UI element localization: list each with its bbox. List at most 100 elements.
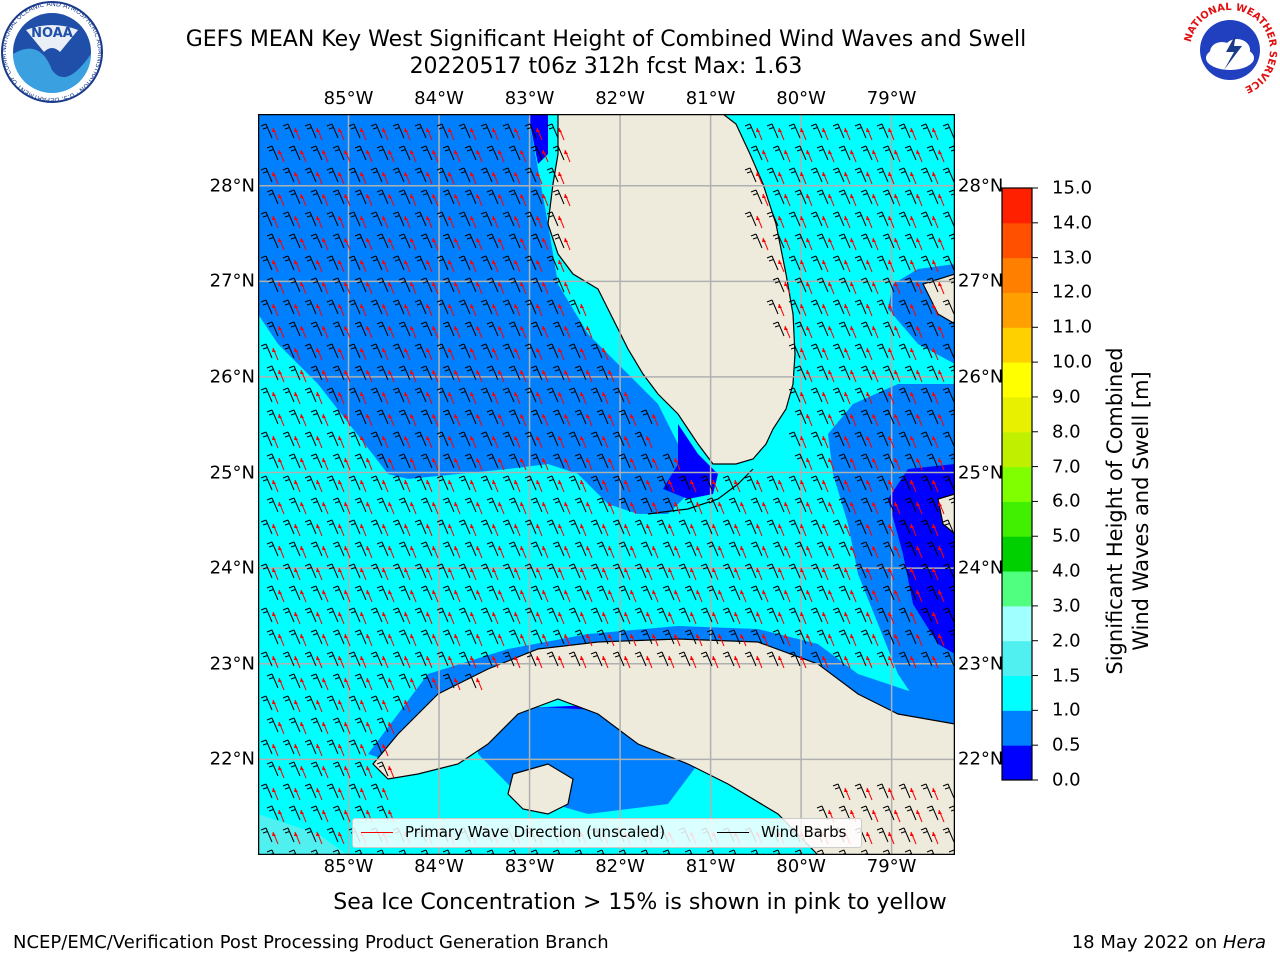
wave-direction-arrow [872, 193, 879, 207]
wave-direction-arrow [366, 281, 373, 295]
wave-direction-arrow [866, 391, 873, 405]
wave-direction-arrow [910, 347, 917, 361]
wind-barb [860, 145, 873, 161]
wind-barb [942, 211, 955, 227]
wave-direction-arrow [580, 391, 587, 405]
wave-direction-arrow [360, 435, 367, 449]
wave-direction-arrow [564, 237, 571, 251]
wind-barb [530, 409, 543, 425]
wind-barb [282, 387, 295, 403]
wind-barb [552, 189, 565, 205]
wind-barb [376, 321, 389, 337]
wave-direction-arrow [564, 413, 571, 427]
wind-barb [332, 321, 345, 337]
wave-direction-arrow [300, 369, 307, 383]
wave-direction-arrow [432, 281, 439, 295]
wave-direction-arrow [272, 171, 279, 185]
wind-barb [392, 123, 405, 139]
wave-direction-arrow [448, 391, 455, 405]
colorbar-segment [1002, 501, 1032, 537]
wave-direction-arrow [498, 413, 505, 427]
wave-direction-arrow [514, 215, 521, 229]
wind-barb [876, 255, 889, 271]
lat-tick-label-right: 25°N [958, 462, 1004, 484]
wave-direction-arrow [448, 347, 455, 361]
colorbar-segment [1002, 710, 1032, 746]
wave-direction-arrow [426, 347, 433, 361]
wave-direction-arrow [586, 369, 593, 383]
wave-direction-arrow [492, 215, 499, 229]
wind-barb [502, 343, 515, 359]
lat-tick-label-left: 23°N [209, 653, 255, 675]
wave-direction-arrow [498, 281, 505, 295]
wind-barb [420, 409, 433, 425]
wave-direction-arrow [564, 149, 571, 163]
wave-direction-arrow [492, 303, 499, 317]
lon-tick-label-bot: 83°W [504, 856, 555, 877]
wind-barb [458, 123, 471, 139]
wind-barb [370, 431, 383, 447]
sea-ice-note: Sea Ice Concentration > 15% is shown in … [333, 890, 947, 915]
wave-direction-arrow [938, 149, 945, 163]
wind-barb [414, 167, 427, 183]
wind-barb [282, 299, 295, 315]
wind-barb [260, 387, 273, 403]
wind-barb [568, 343, 581, 359]
wind-barb [398, 277, 411, 293]
wind-barb [508, 277, 521, 293]
wind-barb [618, 409, 631, 425]
wind-barb [392, 431, 405, 447]
wave-direction-arrow [476, 413, 483, 427]
wave-direction-arrow [470, 391, 477, 405]
legend: Primary Wave Direction (unscaled) Wind B… [352, 818, 862, 848]
wave-direction-arrow [536, 347, 543, 361]
wave-direction-arrow [322, 193, 329, 207]
wave-direction-arrow [894, 413, 901, 427]
wave-direction-arrow [338, 127, 345, 141]
wave-direction-arrow [448, 259, 455, 273]
wind-barb [420, 145, 433, 161]
wind-barb [354, 233, 367, 249]
wave-direction-arrow [476, 193, 483, 207]
wave-direction-arrow [806, 413, 813, 427]
wind-barb [458, 167, 471, 183]
wave-direction-arrow [916, 149, 923, 163]
lon-tick-label-bot: 80°W [776, 856, 826, 877]
credit-host: Hera [1222, 932, 1266, 953]
wind-barb [310, 409, 323, 425]
wind-barb [876, 167, 889, 183]
wind-barb [420, 189, 433, 205]
wind-barb [854, 299, 867, 315]
wave-direction-arrow [542, 237, 549, 251]
wave-direction-arrow [800, 347, 807, 361]
wind-barb [904, 145, 917, 161]
wind-barb [546, 299, 559, 315]
wind-barb [288, 145, 301, 161]
colorbar-segment [1002, 571, 1032, 607]
wave-direction-arrow [872, 325, 879, 339]
wind-barb [502, 123, 515, 139]
colorbar-tick-label: 0.0 [1052, 769, 1081, 791]
lat-tick-label-left: 25°N [209, 462, 255, 484]
wave-direction-arrow [630, 413, 637, 427]
wave-direction-arrow [366, 149, 373, 163]
wind-barb [552, 233, 565, 249]
wave-direction-arrow [278, 413, 285, 427]
legend-wind-swatch [717, 832, 749, 833]
lon-tick-label-top: 81°W [685, 88, 736, 109]
lon-tick-label-bot: 81°W [685, 856, 736, 877]
wind-barb [530, 277, 543, 293]
wind-barb [546, 255, 559, 271]
wind-barb [882, 365, 895, 381]
wave-direction-arrow [426, 127, 433, 141]
wind-barb [882, 409, 895, 425]
wave-direction-arrow [872, 237, 879, 251]
wind-barb [596, 365, 609, 381]
wave-direction-arrow [470, 127, 477, 141]
wind-barb [288, 277, 301, 293]
wind-barb [920, 387, 933, 403]
wind-barb [854, 211, 867, 227]
wind-barb [480, 123, 493, 139]
wind-barb [414, 211, 427, 227]
wave-direction-arrow [360, 347, 367, 361]
